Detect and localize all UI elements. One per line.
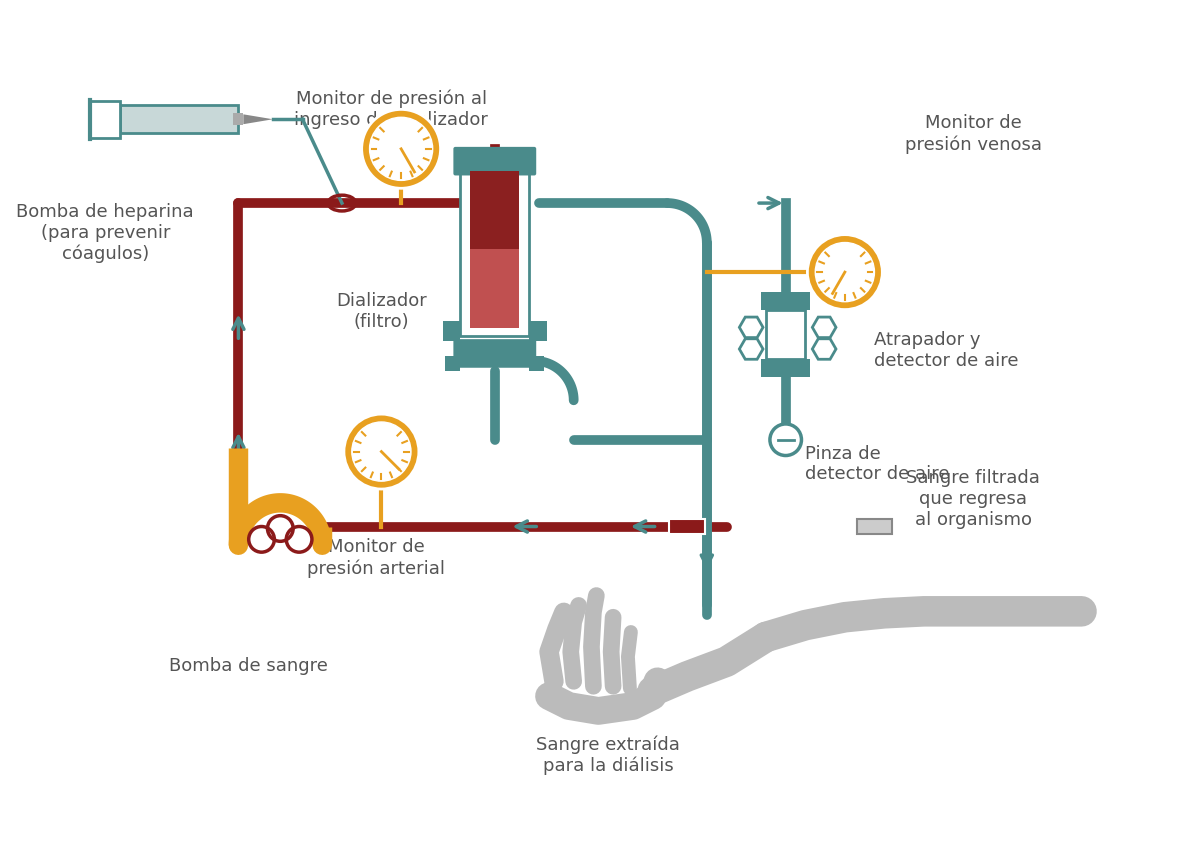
FancyBboxPatch shape [669,518,704,534]
Circle shape [770,424,802,455]
Circle shape [352,422,411,481]
Polygon shape [243,115,273,124]
Polygon shape [813,339,837,359]
FancyBboxPatch shape [233,113,243,125]
Text: Monitor de presión al
ingreso del dializador: Monitor de presión al ingreso del dializ… [294,89,488,129]
FancyBboxPatch shape [762,359,810,377]
Text: Monitor de
presión venosa: Monitor de presión venosa [904,115,1041,153]
Circle shape [807,234,882,309]
Polygon shape [739,317,763,337]
Text: Pinza de
detector de aire: Pinza de detector de aire [806,444,950,484]
FancyBboxPatch shape [445,356,461,371]
Text: Monitor de
presión arterial: Monitor de presión arterial [307,539,445,577]
Circle shape [344,414,419,489]
FancyBboxPatch shape [443,321,461,341]
Text: Bomba de sangre: Bomba de sangre [169,657,327,674]
FancyBboxPatch shape [762,292,810,309]
Circle shape [362,110,440,188]
FancyBboxPatch shape [461,169,530,336]
FancyBboxPatch shape [90,100,120,138]
Text: Bomba de heparina
(para prevenir
cóagulos): Bomba de heparina (para prevenir cóagulo… [17,203,194,263]
Polygon shape [813,317,837,337]
FancyBboxPatch shape [766,309,806,359]
Text: Dializador
(filtro): Dializador (filtro) [336,292,427,330]
FancyBboxPatch shape [470,170,520,250]
FancyBboxPatch shape [530,356,544,371]
Text: Sangre filtrada
que regresa
al organismo: Sangre filtrada que regresa al organismo [906,470,1040,529]
Text: Atrapador y
detector de aire: Atrapador y detector de aire [875,331,1019,370]
FancyBboxPatch shape [453,339,537,368]
Circle shape [370,117,433,180]
FancyBboxPatch shape [530,321,547,341]
Polygon shape [739,339,763,359]
FancyBboxPatch shape [120,105,238,133]
FancyBboxPatch shape [470,250,520,328]
Circle shape [815,243,875,302]
FancyBboxPatch shape [857,518,892,534]
Text: Sangre extraída
para la diálisis: Sangre extraída para la diálisis [537,736,681,776]
FancyBboxPatch shape [453,147,537,175]
